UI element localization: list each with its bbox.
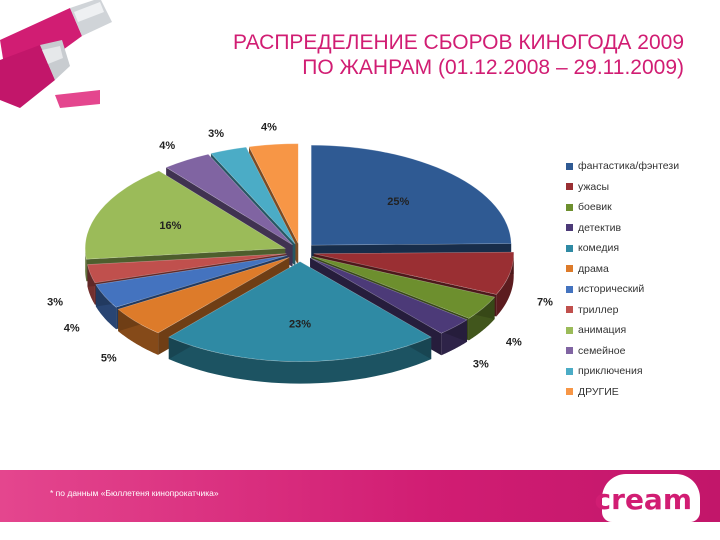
pie-slice-9 [84,170,287,260]
legend-label-2: ужасы [578,180,610,193]
legend-label-1: фантастика/фэнтези [578,160,680,173]
legend-swatch-10 [566,347,573,355]
legend-label-9: анимация [578,324,627,337]
legend-entry-4: детектив [566,218,679,239]
legend-entry-10: семейное [566,341,679,362]
legend-swatch-8 [566,306,573,314]
title-line-2: ПО ЖАНРАМ (01.12.2008 – 29.11.2009) [302,56,684,79]
title-line-1: РАСПРЕДЕЛЕНИЕ СБОРОВ КИНОГОДА 2009 [233,31,684,54]
data-label-7: 4% [64,323,80,335]
data-label-9: 16% [159,220,181,232]
legend-swatch-6 [566,265,573,273]
decorative-tubes-image [0,0,112,108]
pie-slice-side-5 [168,337,432,384]
legend-label-6: драма [578,262,609,275]
pie-slice-side-9 [85,245,87,282]
legend-entry-11: приключения [566,361,679,382]
legend-swatch-1 [566,162,573,170]
legend-label-12: ДРУГИЕ [578,385,619,398]
legend-label-7: исторический [578,283,645,296]
legend-entry-8: триллер [566,300,679,321]
legend-swatch-2 [566,183,573,191]
data-label-6: 5% [101,352,117,364]
pie-slice-7 [95,255,288,308]
legend-label-5: комедия [578,242,620,255]
legend-entry-7: исторический [566,279,679,300]
footnote: * по данным «Бюллетеня кинопрокатчика» [50,488,219,498]
legend-entry-9: анимация [566,320,679,341]
data-label-4: 3% [473,358,489,370]
pie-slice-1 [310,144,512,246]
pie-chart: 25% 7% 4% 3% 23% 5% 4% 3% 16% 4% 3% 4% [47,122,553,384]
legend-entry-5: комедия [566,238,679,259]
pie-slice-5 [168,261,432,362]
pie-slice-2 [313,251,514,295]
legend-swatch-7 [566,285,573,293]
legend-entry-6: драма [566,259,679,280]
legend-swatch-4 [566,224,573,232]
legend-swatch-11 [566,367,573,375]
legend-swatch-9 [566,326,573,334]
cream-logo-text: cream [594,483,692,516]
data-label-1: 25% [387,196,409,208]
data-label-10: 4% [159,140,175,152]
pie-slice-3 [311,256,496,319]
legend-label-10: семейное [578,344,626,357]
cream-logo-badge [602,474,700,522]
pie-slice-6 [117,257,290,334]
footer-bar: * по данным «Бюллетеня кинопрокатчика» c… [0,470,720,522]
chart-title: РАСПРЕДЕЛЕНИЕ СБОРОВ КИНОГОДА 2009 ПО ЖА… [124,30,684,80]
pie-slice-10 [165,153,293,246]
pie-slice-8 [87,253,287,284]
legend-entry-2: ужасы [566,177,679,198]
legend-label-4: детектив [578,221,622,234]
data-label-5: 23% [289,319,311,331]
pie-slice-side-2 [496,252,514,317]
legend-entry-3: боевик [566,197,679,218]
legend-label-11: приключения [578,365,643,378]
legend-label-3: боевик [578,201,612,214]
legend-swatch-12 [566,388,573,396]
data-label-2: 7% [537,296,553,308]
chart-legend: фантастика/фэнтези ужасы боевик детектив ком… [566,156,679,402]
data-label-11: 3% [208,128,224,140]
data-label-12: 4% [261,122,277,134]
pie-slice-12 [248,143,299,244]
legend-swatch-5 [566,244,573,252]
pie-slice-11 [210,146,296,245]
data-label-8: 3% [47,296,63,308]
legend-swatch-3 [566,203,573,211]
legend-label-8: триллер [578,303,619,316]
legend-entry-1: фантастика/фэнтези [566,156,679,177]
legend-entry-12: ДРУГИЕ [566,382,679,403]
pie-slice-4 [309,257,468,334]
data-label-3: 4% [506,336,522,348]
